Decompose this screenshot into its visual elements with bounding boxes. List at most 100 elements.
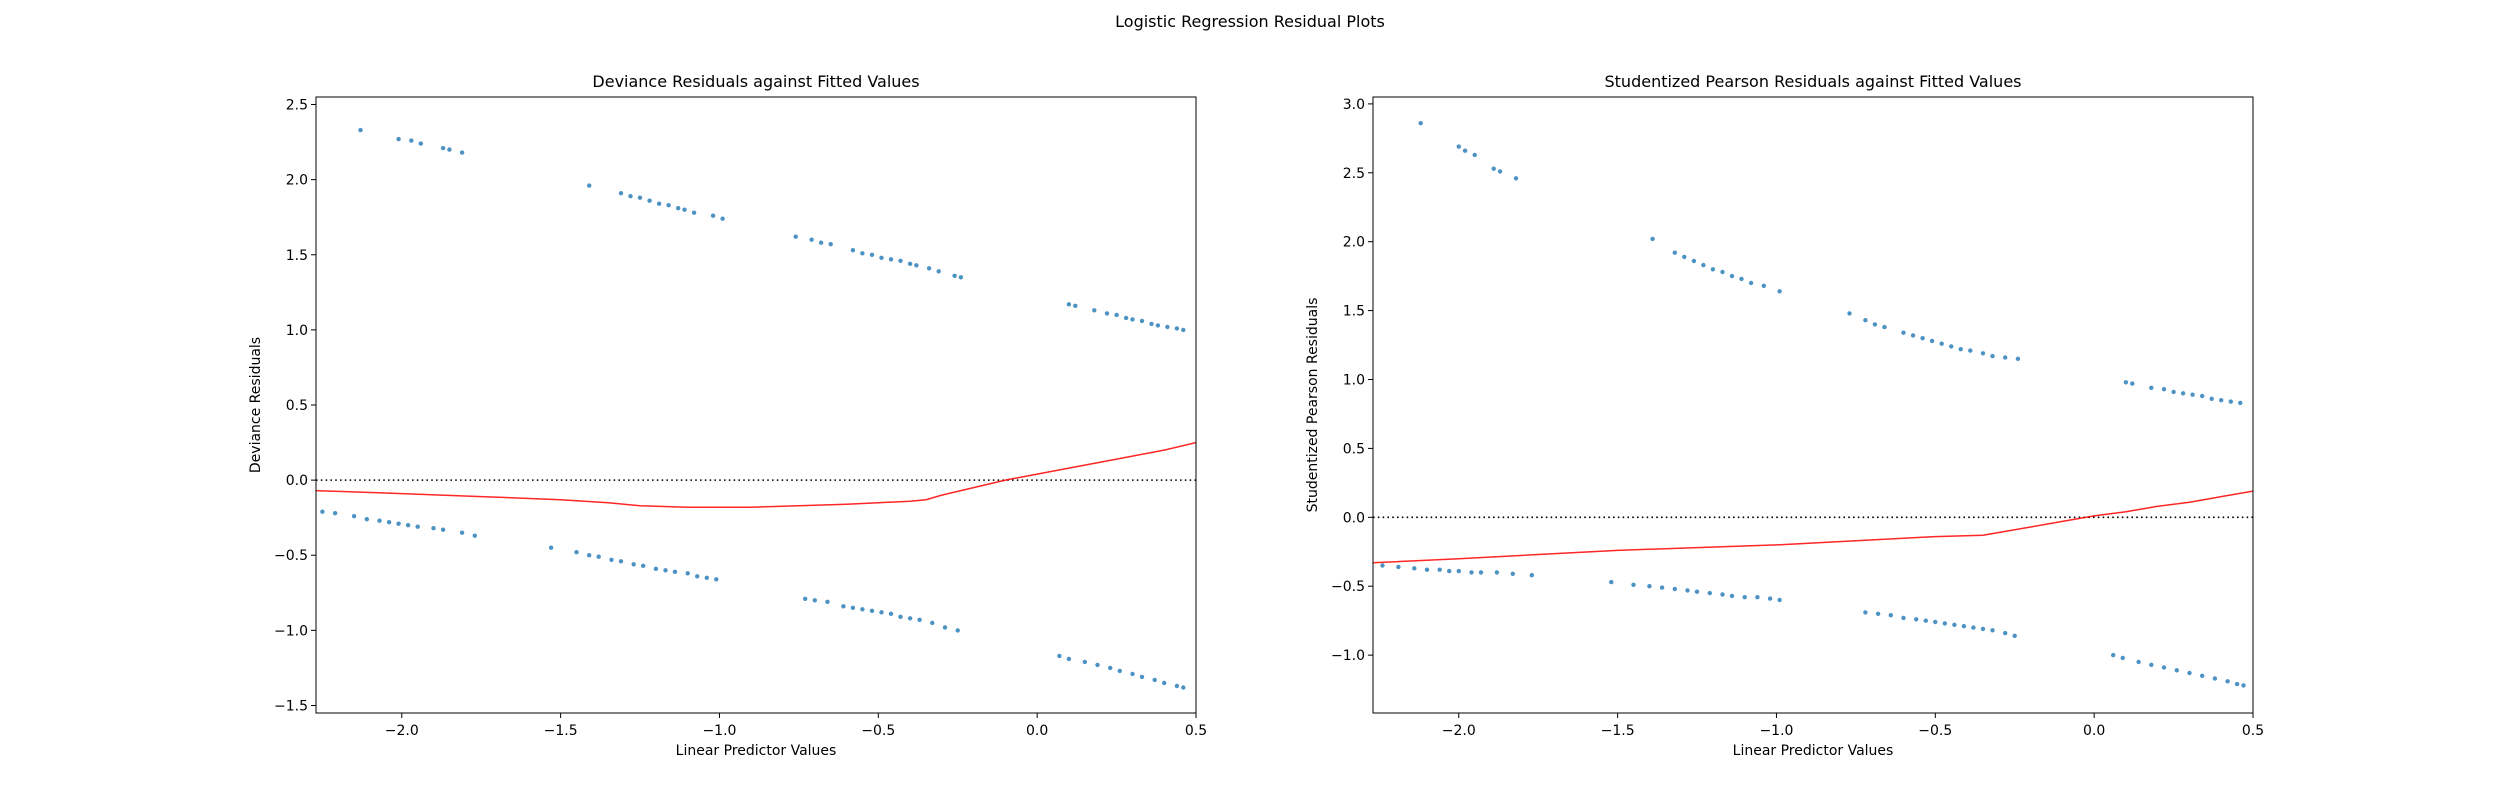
residual-point xyxy=(2149,385,2154,390)
residual-point xyxy=(1888,613,1894,618)
y-tick-label: 0.5 xyxy=(286,398,308,414)
residual-point xyxy=(1130,317,1135,322)
residual-point xyxy=(860,251,865,256)
x-axis-label: Linear Predictor Values xyxy=(676,743,837,759)
residual-point xyxy=(2136,659,2141,665)
residual-point xyxy=(663,568,668,573)
residual-point xyxy=(955,628,960,633)
residual-point xyxy=(351,514,357,519)
residual-point xyxy=(1181,685,1186,690)
residual-point xyxy=(1396,564,1401,570)
residual-point xyxy=(942,625,948,630)
residual-point xyxy=(2174,668,2179,673)
residual-point xyxy=(1901,615,1906,621)
residual-point xyxy=(2171,389,2176,395)
x-tick-label: −2.0 xyxy=(385,723,419,739)
y-axis-label: Studentized Pearson Residuals xyxy=(1305,298,1321,513)
residual-point xyxy=(1108,665,1113,671)
y-tick-label: 1.5 xyxy=(1343,304,1365,320)
residual-point xyxy=(2015,356,2021,361)
residual-point xyxy=(431,526,436,531)
x-tick-label: −1.0 xyxy=(702,723,736,739)
residual-point xyxy=(1923,618,1929,623)
residual-point xyxy=(666,203,671,208)
lowess-smoother-line xyxy=(1373,490,2253,564)
residual-point xyxy=(1952,622,1957,627)
y-tick-label: 0.0 xyxy=(1343,510,1365,526)
x-tick-label: −1.0 xyxy=(1759,723,1793,739)
residual-point xyxy=(2180,391,2186,396)
residual-point xyxy=(2003,630,2008,636)
residual-point xyxy=(1114,312,1119,318)
residual-point xyxy=(1980,626,1986,632)
residual-point xyxy=(1901,330,1906,335)
residual-point xyxy=(1456,568,1462,574)
residual-point xyxy=(1672,586,1678,592)
y-tick-label: −0.5 xyxy=(1331,579,1365,595)
residual-point xyxy=(695,574,700,579)
residual-point xyxy=(1739,276,1744,282)
residual-point xyxy=(653,566,659,571)
plot-area xyxy=(1373,121,2253,688)
y-tick-label: 2.5 xyxy=(286,98,308,114)
residual-point xyxy=(1777,289,1782,294)
residual-point xyxy=(2209,396,2214,401)
residual-point xyxy=(1847,311,1852,316)
residual-point xyxy=(1510,571,1516,576)
residual-point xyxy=(879,610,884,615)
residual-point xyxy=(1412,566,1417,571)
residual-point xyxy=(609,557,614,562)
residual-point xyxy=(459,530,465,535)
residual-point xyxy=(1958,347,1963,352)
residual-point xyxy=(860,607,865,612)
residual-point xyxy=(548,545,554,550)
residual-point xyxy=(1082,659,1088,665)
residual-point xyxy=(1707,590,1713,596)
residual-point xyxy=(1174,326,1180,331)
residual-point xyxy=(2120,655,2125,661)
residual-point xyxy=(1929,338,1935,344)
residual-point xyxy=(1742,595,1747,600)
residual-point xyxy=(459,150,465,155)
residual-point xyxy=(1437,567,1442,572)
residual-point xyxy=(1104,311,1110,316)
residual-point xyxy=(409,138,414,143)
residual-point xyxy=(1990,628,1995,633)
residual-point xyxy=(320,509,325,514)
residual-point xyxy=(879,255,884,260)
residual-point xyxy=(1761,283,1767,288)
residual-point xyxy=(396,521,401,526)
residual-point xyxy=(869,608,875,613)
residual-point xyxy=(1968,348,1973,353)
residual-point xyxy=(2130,381,2135,386)
residual-point xyxy=(1066,656,1072,662)
y-tick-label: 2.5 xyxy=(1343,166,1365,182)
residual-point xyxy=(1447,568,1452,574)
residual-point xyxy=(440,145,446,151)
lowess-smoother-line xyxy=(316,441,1196,508)
residual-point xyxy=(1685,588,1690,593)
residual-point xyxy=(1494,570,1500,575)
residual-point xyxy=(587,183,592,188)
residual-point xyxy=(1073,303,1078,308)
panel-title: Deviance Residuals against Fitted Values xyxy=(592,72,919,91)
residual-point xyxy=(2225,679,2230,684)
residual-point xyxy=(710,213,716,218)
residual-point xyxy=(869,252,875,257)
residual-point xyxy=(472,533,477,538)
residual-point xyxy=(1462,148,1468,153)
residual-point xyxy=(907,261,913,266)
residual-point xyxy=(793,234,798,239)
figure-suptitle: Logistic Regression Residual Plots xyxy=(1115,12,1385,31)
residual-point xyxy=(332,511,338,516)
residual-point xyxy=(1659,585,1665,590)
residual-point xyxy=(1720,592,1725,597)
residual-point xyxy=(637,195,643,200)
residual-point xyxy=(1682,254,1687,260)
residual-point xyxy=(1882,324,1887,330)
residual-point xyxy=(812,598,817,603)
residual-point xyxy=(440,527,446,532)
residual-point xyxy=(1130,671,1135,677)
